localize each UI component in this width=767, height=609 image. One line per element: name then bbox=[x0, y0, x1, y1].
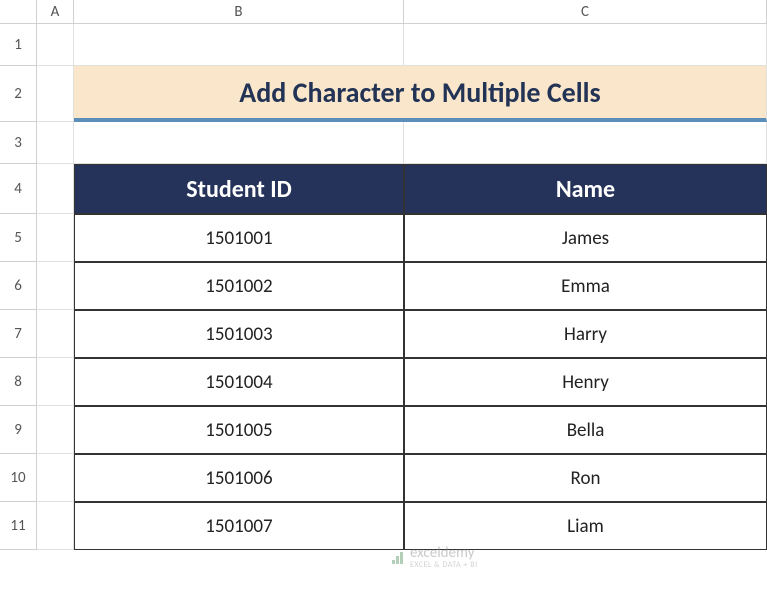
cell-name[interactable]: Harry bbox=[404, 310, 767, 358]
row-header-5[interactable]: 5 bbox=[0, 214, 37, 262]
cell-a2[interactable] bbox=[37, 66, 74, 122]
cell-student-id[interactable]: 1501006 bbox=[74, 454, 404, 502]
cell-a11[interactable] bbox=[37, 502, 74, 550]
cell-name[interactable]: James bbox=[404, 214, 767, 262]
cell-name[interactable]: Liam bbox=[404, 502, 767, 550]
cell-a6[interactable] bbox=[37, 262, 74, 310]
cell-name[interactable]: Henry bbox=[404, 358, 767, 406]
cell-a7[interactable] bbox=[37, 310, 74, 358]
cell-a1[interactable] bbox=[37, 24, 74, 66]
watermark-text: exceldemy bbox=[410, 546, 478, 561]
cell-b3[interactable] bbox=[74, 122, 404, 164]
row-header-7[interactable]: 7 bbox=[0, 310, 37, 358]
cell-a10[interactable] bbox=[37, 454, 74, 502]
cell-b1[interactable] bbox=[74, 24, 404, 66]
cell-student-id[interactable]: 1501007 bbox=[74, 502, 404, 550]
header-student-id[interactable]: Student ID bbox=[74, 164, 404, 214]
spreadsheet-grid: A B C 1 2 Add Character to Multiple Cell… bbox=[0, 0, 767, 550]
row-header-11[interactable]: 11 bbox=[0, 502, 37, 550]
row-header-8[interactable]: 8 bbox=[0, 358, 37, 406]
watermark-icon bbox=[390, 550, 406, 566]
cell-c1[interactable] bbox=[404, 24, 767, 66]
cell-student-id[interactable]: 1501001 bbox=[74, 214, 404, 262]
cell-name[interactable]: Emma bbox=[404, 262, 767, 310]
row-header-10[interactable]: 10 bbox=[0, 454, 37, 502]
cell-a9[interactable] bbox=[37, 406, 74, 454]
watermark-subtext: EXCEL & DATA + BI bbox=[410, 561, 478, 569]
cell-student-id[interactable]: 1501003 bbox=[74, 310, 404, 358]
cell-a5[interactable] bbox=[37, 214, 74, 262]
cell-name[interactable]: Bella bbox=[404, 406, 767, 454]
select-all-corner[interactable] bbox=[0, 0, 37, 24]
cell-name[interactable]: Ron bbox=[404, 454, 767, 502]
row-header-4[interactable]: 4 bbox=[0, 164, 37, 214]
cell-student-id[interactable]: 1501002 bbox=[74, 262, 404, 310]
cell-c3[interactable] bbox=[404, 122, 767, 164]
cell-a8[interactable] bbox=[37, 358, 74, 406]
row-header-1[interactable]: 1 bbox=[0, 24, 37, 66]
title-cell[interactable]: Add Character to Multiple Cells bbox=[74, 66, 767, 122]
header-name[interactable]: Name bbox=[404, 164, 767, 214]
cell-student-id[interactable]: 1501004 bbox=[74, 358, 404, 406]
row-header-2[interactable]: 2 bbox=[0, 66, 37, 122]
cell-a3[interactable] bbox=[37, 122, 74, 164]
row-header-9[interactable]: 9 bbox=[0, 406, 37, 454]
row-header-6[interactable]: 6 bbox=[0, 262, 37, 310]
cell-student-id[interactable]: 1501005 bbox=[74, 406, 404, 454]
col-header-a[interactable]: A bbox=[37, 0, 74, 24]
col-header-c[interactable]: C bbox=[404, 0, 767, 24]
row-header-3[interactable]: 3 bbox=[0, 122, 37, 164]
col-header-b[interactable]: B bbox=[74, 0, 404, 24]
cell-a4[interactable] bbox=[37, 164, 74, 214]
watermark: exceldemy EXCEL & DATA + BI bbox=[390, 546, 478, 569]
